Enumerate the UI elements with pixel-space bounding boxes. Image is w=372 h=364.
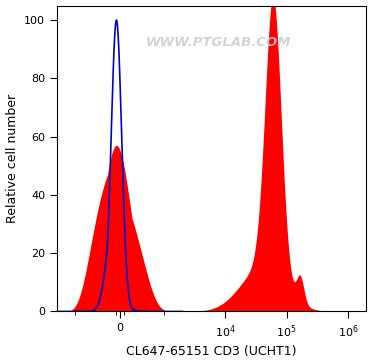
- X-axis label: CL647-65151 CD3 (UCHT1): CL647-65151 CD3 (UCHT1): [126, 345, 297, 359]
- Y-axis label: Relative cell number: Relative cell number: [6, 94, 19, 223]
- Text: WWW.PTGLAB.COM: WWW.PTGLAB.COM: [145, 36, 291, 49]
